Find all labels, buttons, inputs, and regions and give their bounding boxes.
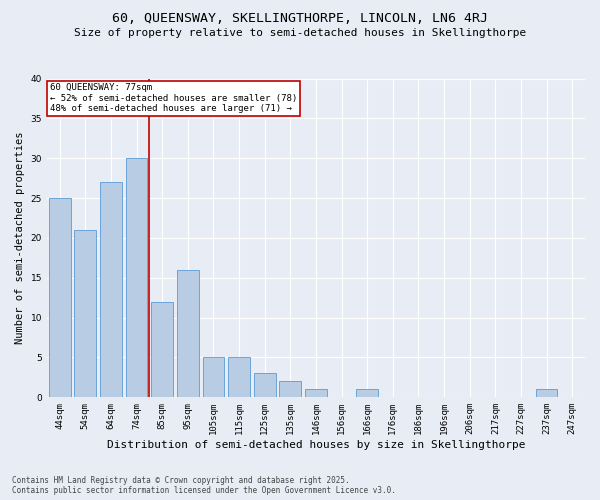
Bar <box>126 158 148 398</box>
Bar <box>254 374 275 398</box>
Bar <box>536 390 557 398</box>
Bar <box>280 382 301 398</box>
Text: 60 QUEENSWAY: 77sqm
← 52% of semi-detached houses are smaller (78)
48% of semi-d: 60 QUEENSWAY: 77sqm ← 52% of semi-detach… <box>50 84 297 113</box>
Bar <box>356 390 378 398</box>
Text: Size of property relative to semi-detached houses in Skellingthorpe: Size of property relative to semi-detach… <box>74 28 526 38</box>
Y-axis label: Number of semi-detached properties: Number of semi-detached properties <box>15 132 25 344</box>
Bar <box>151 302 173 398</box>
Bar <box>177 270 199 398</box>
Bar <box>203 358 224 398</box>
Bar <box>100 182 122 398</box>
Bar <box>305 390 327 398</box>
Bar <box>74 230 96 398</box>
Bar <box>49 198 71 398</box>
Bar <box>228 358 250 398</box>
X-axis label: Distribution of semi-detached houses by size in Skellingthorpe: Distribution of semi-detached houses by … <box>107 440 525 450</box>
Text: 60, QUEENSWAY, SKELLINGTHORPE, LINCOLN, LN6 4RJ: 60, QUEENSWAY, SKELLINGTHORPE, LINCOLN, … <box>112 12 488 26</box>
Text: Contains HM Land Registry data © Crown copyright and database right 2025.
Contai: Contains HM Land Registry data © Crown c… <box>12 476 396 495</box>
